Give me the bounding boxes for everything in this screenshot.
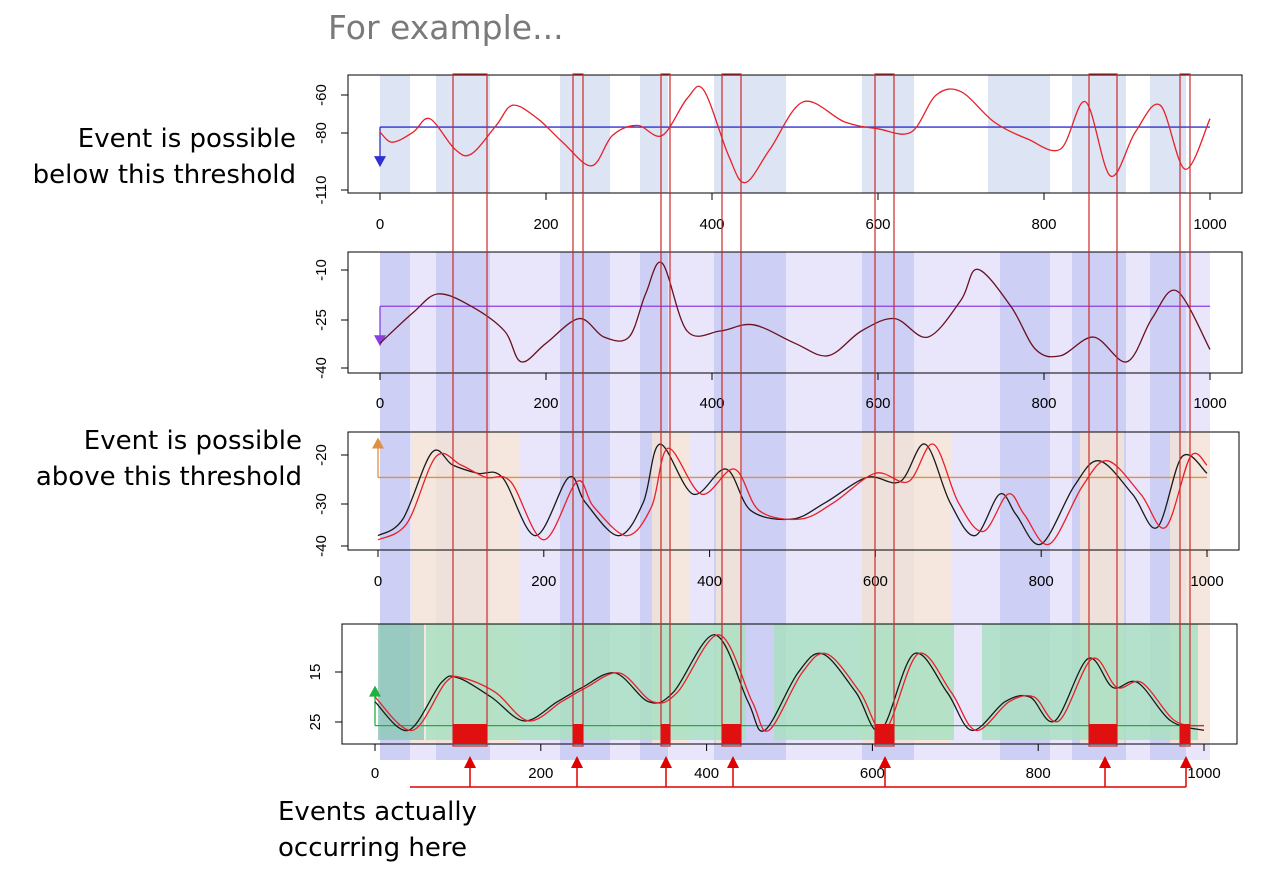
charts-group: 0 200 400 600 800 1000 -60 -80 -110 0 200 400 600 800… bbox=[307, 73, 1243, 788]
threshold-marker bbox=[374, 156, 386, 168]
x-tick-label: 200 bbox=[531, 573, 556, 590]
threshold-marker bbox=[372, 437, 384, 449]
x-tick-label: 1000 bbox=[1193, 395, 1226, 412]
event-marker-5 bbox=[1089, 724, 1117, 744]
arrow-head-2 bbox=[660, 756, 672, 768]
y-tick-label: -20 bbox=[313, 444, 330, 466]
threshold-marker bbox=[369, 685, 381, 697]
x-tick-label: 400 bbox=[694, 765, 719, 782]
event-marker-2 bbox=[661, 724, 670, 744]
page-title: For example... bbox=[328, 8, 564, 47]
threshold-marker bbox=[374, 335, 386, 347]
panel-3: 0 200 400 600 800 1000-20-30-40 bbox=[313, 431, 1240, 590]
annotation-below-line2: below this threshold bbox=[33, 160, 296, 190]
x-tick-label: 0 bbox=[371, 765, 379, 782]
event-marker-1 bbox=[573, 724, 583, 744]
event-marker-4 bbox=[875, 724, 894, 744]
green-band-3 bbox=[982, 624, 1198, 740]
x-tick-label: 800 bbox=[1031, 216, 1056, 233]
annotation-actual-line2: occurring here bbox=[278, 833, 467, 863]
top-band-2 bbox=[560, 75, 610, 193]
y-tick-label: -40 bbox=[313, 357, 330, 379]
event-box-2 bbox=[660, 73, 671, 747]
arrow-head-6 bbox=[1180, 756, 1192, 768]
x-tick-label: 400 bbox=[699, 395, 724, 412]
top-band-4 bbox=[714, 75, 786, 193]
x-tick-label: 1000 bbox=[1193, 216, 1226, 233]
series-line-1 bbox=[379, 261, 1211, 363]
arrow-head-1 bbox=[571, 756, 583, 768]
event-box-6 bbox=[1179, 73, 1191, 747]
y-tick-label: -80 bbox=[313, 122, 330, 144]
y-tick-label: -30 bbox=[313, 493, 330, 515]
panel-4: 0 200 400 600 800 1000 15 25 bbox=[307, 623, 1238, 782]
y-tick-label: 25 bbox=[307, 714, 324, 731]
top-band-7 bbox=[1072, 75, 1126, 193]
x-tick-label: 200 bbox=[533, 395, 558, 412]
x-tick-label: 800 bbox=[1031, 395, 1056, 412]
arrow-head-5 bbox=[1099, 756, 1111, 768]
top-band-1 bbox=[436, 75, 490, 193]
x-tick-label: 200 bbox=[533, 216, 558, 233]
y-tick-label: 15 bbox=[307, 664, 324, 681]
x-tick-label: 400 bbox=[699, 216, 724, 233]
event-marker-3 bbox=[722, 724, 741, 744]
x-tick-label: 1000 bbox=[1187, 765, 1220, 782]
series-line-2 bbox=[377, 443, 1208, 546]
event-box-4 bbox=[874, 73, 895, 747]
y-tick-label: -40 bbox=[313, 535, 330, 557]
annotation-below-line1: Event is possible bbox=[78, 124, 296, 154]
y-tick-label: -25 bbox=[313, 309, 330, 331]
event-marker-0 bbox=[453, 724, 487, 744]
annotation-above-line2: above this threshold bbox=[36, 462, 302, 492]
event-marker-6 bbox=[1180, 724, 1190, 744]
event-box-0 bbox=[452, 73, 488, 747]
event-box-3 bbox=[721, 73, 742, 747]
x-tick-label: 0 bbox=[376, 216, 384, 233]
x-tick-label: 0 bbox=[376, 395, 384, 412]
y-tick-label: -10 bbox=[313, 259, 330, 281]
y-tick-label: -60 bbox=[313, 84, 330, 106]
x-tick-label: 0 bbox=[374, 573, 382, 590]
top-band-0 bbox=[380, 75, 410, 193]
x-tick-label: 600 bbox=[865, 395, 890, 412]
panel-frame bbox=[341, 623, 1238, 745]
green-band-0 bbox=[378, 624, 424, 740]
x-tick-label: 400 bbox=[697, 573, 722, 590]
arrow-head-0 bbox=[464, 756, 476, 768]
series-line-1 bbox=[374, 634, 1205, 732]
x-tick-label: 200 bbox=[528, 765, 553, 782]
panel-2: 0 200 400 600 800 1000 -10 -25 -40 bbox=[313, 251, 1243, 412]
event-box-5 bbox=[1088, 73, 1118, 747]
x-tick-label: 600 bbox=[860, 765, 885, 782]
arrow-head-3 bbox=[727, 756, 739, 768]
event-box-1 bbox=[572, 73, 584, 747]
panel-frame bbox=[347, 74, 1243, 194]
green-band-1 bbox=[426, 624, 746, 740]
x-tick-label: 600 bbox=[865, 216, 890, 233]
top-band-6 bbox=[988, 75, 1050, 193]
arrow-head-4 bbox=[879, 756, 891, 768]
annotation-actual-line1: Events actually bbox=[278, 797, 477, 827]
series-line-2 bbox=[374, 634, 1205, 732]
green-band-2 bbox=[774, 624, 954, 740]
x-tick-label: 1000 bbox=[1190, 573, 1223, 590]
panel-frame bbox=[347, 431, 1240, 551]
panel-frame bbox=[347, 251, 1243, 374]
annotation-above-line1: Event is possible bbox=[84, 426, 302, 456]
x-tick-label: 800 bbox=[1026, 765, 1051, 782]
y-tick-label: -110 bbox=[313, 176, 330, 205]
x-tick-label: 800 bbox=[1029, 573, 1054, 590]
